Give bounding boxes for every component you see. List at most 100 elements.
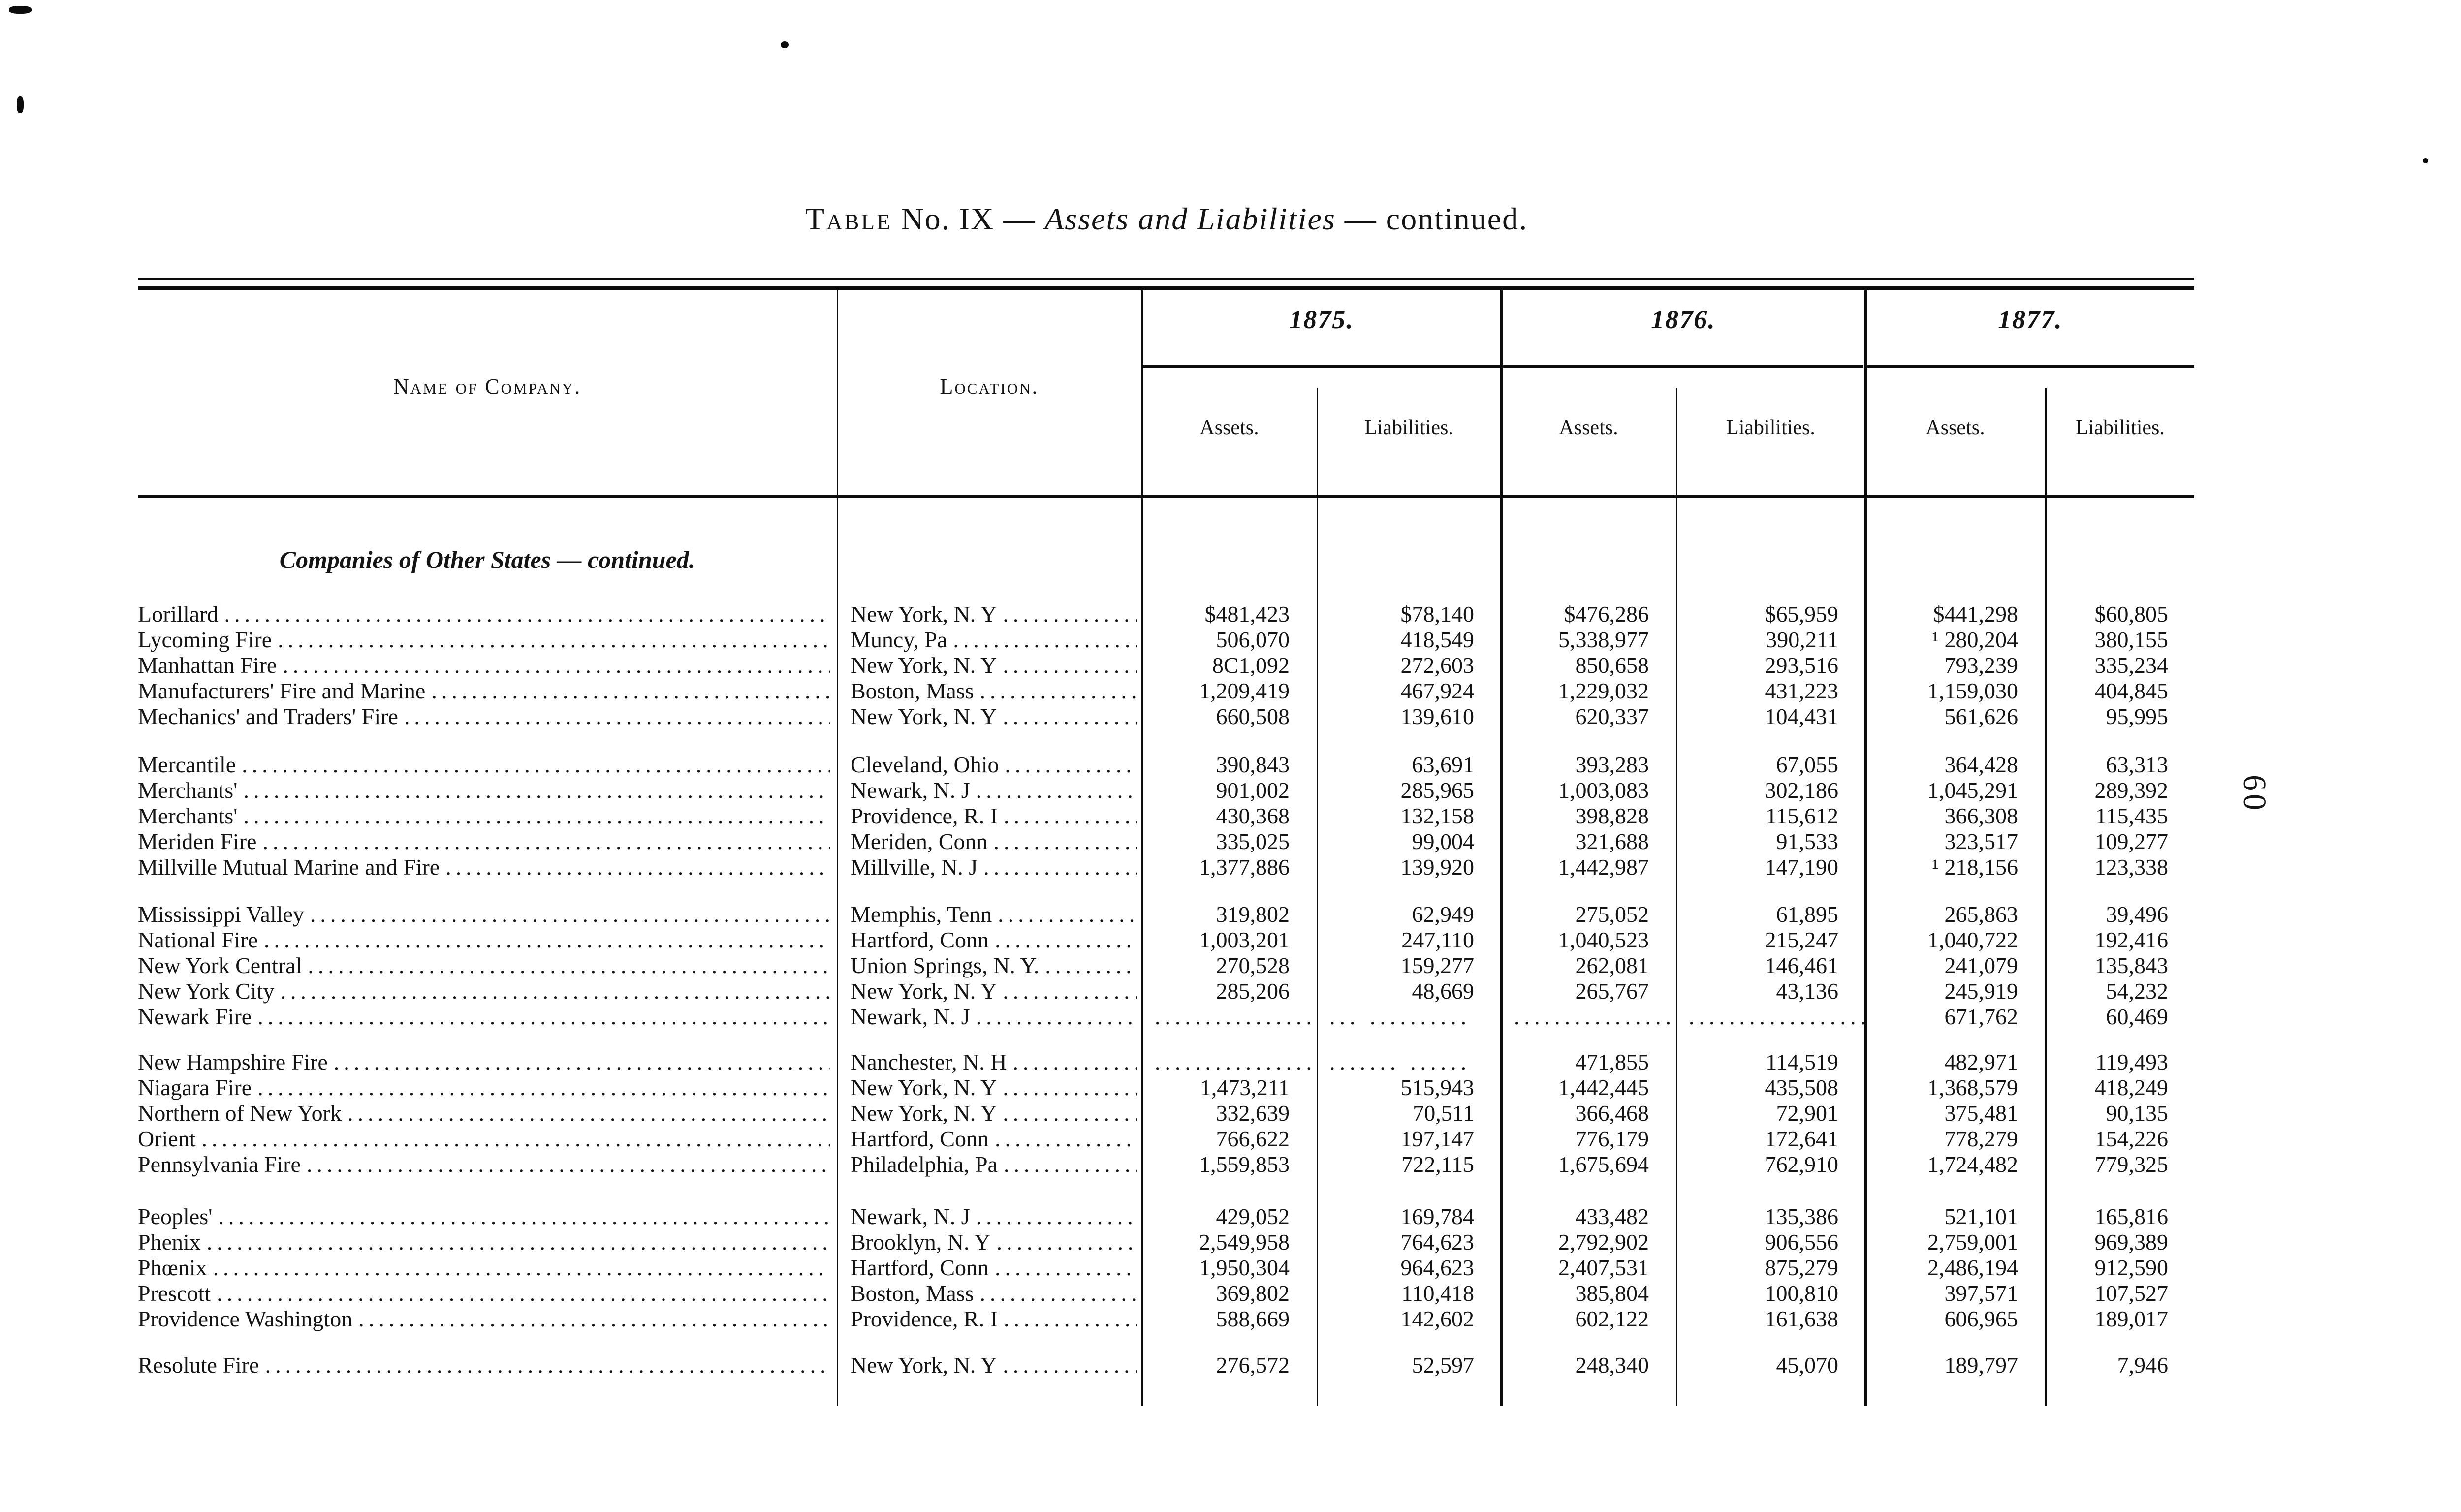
value-cell: 147,190 xyxy=(1765,854,1839,880)
company-name-cell: New York City...........................… xyxy=(138,978,837,1004)
subhead-assets-1876: Assets. xyxy=(1559,416,1618,439)
table-row: Northern of New York....................… xyxy=(138,1101,2195,1126)
dot-leader: ........................................ xyxy=(1003,803,1137,828)
dot-leader: ........................................ xyxy=(976,1204,1137,1229)
table-row: Newark Fire.............................… xyxy=(138,1004,2195,1030)
dot-leader: ........................................… xyxy=(206,1229,830,1255)
value-cell: 107,527 xyxy=(2094,1281,2169,1306)
company-name-cell: Northern of New York....................… xyxy=(138,1101,837,1126)
value-cell: 964,623 xyxy=(1400,1255,1475,1280)
section-heading: Companies of Other States — continued. xyxy=(279,546,695,573)
vrule-location-1875 xyxy=(1141,290,1143,1406)
value-cell: 793,239 xyxy=(1944,653,2019,678)
dot-leader: ........................................… xyxy=(347,1101,830,1126)
location-cell: Union Springs, N. Y.....................… xyxy=(837,953,1142,978)
value-cell: 912,590 xyxy=(2094,1255,2169,1280)
value-cell: 602,122 xyxy=(1575,1306,1649,1331)
value-cell: 2,486,194 xyxy=(1927,1255,2018,1280)
header-year-1877: 1877. xyxy=(1998,305,2063,334)
value-cell-empty: .................... xyxy=(1689,1004,1865,1029)
location: New York, N. Y xyxy=(851,1101,997,1126)
value-cell: 272,603 xyxy=(1400,653,1475,678)
company-name-cell: Providence Washington...................… xyxy=(138,1306,837,1332)
company-name: Lorillard xyxy=(138,601,219,627)
value-cell: 154,226 xyxy=(2094,1126,2169,1151)
value-cell: 620,337 xyxy=(1575,704,1649,729)
company-name: Orient xyxy=(138,1126,196,1151)
table-row: Merchants'..............................… xyxy=(138,803,2195,829)
dot-leader: ........................................… xyxy=(333,1049,830,1074)
value-cell: 139,920 xyxy=(1400,854,1475,880)
value-cell: 722,115 xyxy=(1401,1152,1474,1177)
location-cell: Meriden, Conn...........................… xyxy=(837,829,1142,854)
value-cell: 54,232 xyxy=(2106,978,2169,1004)
location-cell: Providence, R. I........................… xyxy=(837,803,1142,829)
location: Boston, Mass xyxy=(851,678,974,703)
company-name-cell: Resolute Fire...........................… xyxy=(138,1353,837,1378)
value-cell: 433,482 xyxy=(1575,1204,1649,1229)
value-cell: 48,669 xyxy=(1412,978,1475,1004)
value-cell: 1,040,523 xyxy=(1558,927,1649,952)
value-cell: 248,340 xyxy=(1575,1353,1649,1378)
dot-leader: ........................................ xyxy=(993,829,1137,854)
location: Hartford, Conn xyxy=(851,1255,989,1280)
value-cell: 115,435 xyxy=(2095,803,2168,828)
value-cell: 762,910 xyxy=(1765,1152,1839,1177)
table-row: New York Central........................… xyxy=(138,953,2195,978)
table-row: Mechanics' and Traders' Fire............… xyxy=(138,704,2195,729)
location: Providence, R. I xyxy=(851,1306,998,1331)
value-cell-empty: ....... ...... xyxy=(1329,1049,1471,1074)
dot-leader: ........................................… xyxy=(262,829,830,854)
company-name-cell: National Fire...........................… xyxy=(138,927,837,953)
value-cell: 319,802 xyxy=(1216,902,1290,927)
header-name-of-company: Name of Company. xyxy=(393,375,582,399)
value-cell: 335,025 xyxy=(1216,829,1290,854)
dot-leader: ........................................… xyxy=(358,1306,830,1331)
dot-leader: ........................................… xyxy=(224,601,830,627)
dot-leader: ........................................ xyxy=(995,927,1137,952)
location: New York, N. Y xyxy=(851,1075,997,1100)
value-cell: 660,508 xyxy=(1216,704,1290,729)
value-cell: 418,249 xyxy=(2094,1075,2169,1100)
value-cell: 1,229,032 xyxy=(1558,678,1649,703)
value-cell: 115,612 xyxy=(1766,803,1838,828)
company-name-cell: Newark Fire.............................… xyxy=(138,1004,837,1030)
location: Memphis, Tenn xyxy=(851,902,992,927)
value-cell: 398,828 xyxy=(1575,803,1649,828)
company-name-cell: Pennsylvania Fire.......................… xyxy=(138,1152,837,1177)
vrule-1875-1876 xyxy=(1500,290,1503,1406)
value-cell: 1,950,304 xyxy=(1199,1255,1290,1280)
table-row: Manhattan Fire..........................… xyxy=(138,653,2195,678)
value-cell: 265,863 xyxy=(1944,902,2019,927)
title-italic: Assets and Liabilities xyxy=(1044,201,1336,236)
dot-leader: ........................................ xyxy=(979,1281,1137,1306)
ink-speck xyxy=(781,41,789,48)
dot-leader: ........................................ xyxy=(996,1229,1137,1255)
company-name: Manhattan Fire xyxy=(138,653,277,678)
value-cell: $476,286 xyxy=(1564,601,1649,627)
value-cell: 332,639 xyxy=(1216,1101,1290,1126)
location: Providence, R. I xyxy=(851,803,998,828)
location: New York, N. Y xyxy=(851,704,997,729)
value-cell: 110,418 xyxy=(1401,1281,1474,1306)
table-row: Manufacturers' Fire and Marine..........… xyxy=(138,678,2195,704)
value-cell: 1,559,853 xyxy=(1199,1152,1290,1177)
ink-speck xyxy=(2423,158,2428,163)
dot-leader: ........................................… xyxy=(201,1126,830,1151)
dot-leader: ........................................ xyxy=(953,627,1137,652)
value-cell: 380,155 xyxy=(2094,627,2169,652)
value-cell: 91,533 xyxy=(1776,829,1839,854)
value-cell: 1,724,482 xyxy=(1927,1152,2018,1177)
dot-leader: ........................................… xyxy=(257,1004,830,1029)
location-cell: Boston, Mass............................… xyxy=(837,1281,1142,1306)
value-cell: 1,442,987 xyxy=(1558,854,1649,880)
value-cell: $441,298 xyxy=(1933,601,2019,627)
vrule-1877-split xyxy=(2045,388,2047,1406)
value-cell: 192,416 xyxy=(2094,927,2169,952)
value-cell: 390,211 xyxy=(1766,627,1838,652)
dot-leader: ........................................… xyxy=(213,1255,830,1280)
value-cell-empty: .................... xyxy=(1155,1049,1317,1074)
subhead-liabilities-1877: Liabilities. xyxy=(2076,416,2165,439)
table-row: Meriden Fire............................… xyxy=(138,829,2195,854)
value-cell: 285,206 xyxy=(1216,978,1290,1004)
